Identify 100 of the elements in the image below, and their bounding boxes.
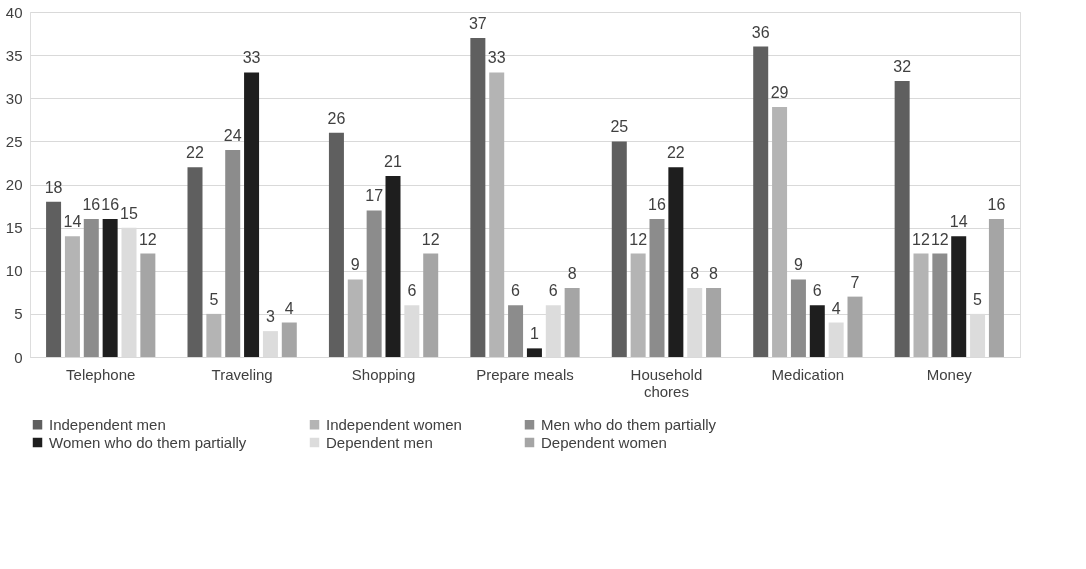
legend-label: Men who do them partially [541, 415, 717, 433]
y-tick-label: 40 [5, 3, 23, 21]
bar [262, 331, 278, 357]
bar [932, 253, 948, 357]
bar [225, 150, 241, 357]
data-label: 14 [949, 213, 968, 231]
x-tick-label: Traveling [211, 365, 273, 383]
bar [140, 253, 156, 357]
data-label: 12 [912, 230, 930, 248]
bar [46, 201, 62, 357]
x-tick-label: Money [926, 365, 973, 383]
data-label: 1 [529, 325, 539, 343]
bar [611, 141, 627, 357]
data-label: 8 [567, 265, 577, 282]
data-label: 16 [101, 196, 120, 213]
y-tick-label: 20 [5, 176, 23, 193]
bar [423, 253, 439, 357]
x-tick-label: Household chores [630, 365, 703, 400]
bar [102, 219, 118, 357]
bar [470, 37, 486, 357]
bar [988, 219, 1004, 357]
bar [649, 219, 665, 357]
data-label: 33 [487, 49, 506, 67]
bar [244, 72, 260, 357]
legend-label: Dependent men [326, 433, 433, 451]
bar [564, 288, 580, 357]
y-tick-label: 10 [5, 262, 23, 280]
legend-label: Independent men [49, 415, 166, 433]
data-label: 21 [384, 152, 402, 170]
bar [83, 219, 99, 357]
bar [187, 167, 203, 357]
y-tick-label: 30 [5, 89, 23, 107]
data-label: 29 [770, 83, 789, 101]
data-label: 6 [548, 282, 558, 300]
bar [281, 322, 297, 357]
data-label: 36 [751, 23, 770, 41]
data-label: 12 [629, 230, 648, 248]
data-label: 12 [930, 230, 949, 248]
legend-label: Women who do them partially [49, 433, 247, 451]
x-tick-label: Medication [771, 365, 845, 383]
bar [489, 72, 505, 357]
bar [913, 253, 929, 357]
data-label: 22 [666, 144, 685, 162]
data-label: 25 [610, 118, 629, 136]
y-tick-label: 15 [5, 219, 23, 237]
x-tick-label: Shopping [351, 365, 416, 383]
legend-label: Dependent women [541, 433, 667, 451]
data-label: 12 [421, 230, 440, 248]
x-tick-label: Prepare meals [476, 365, 574, 383]
data-label: 16 [987, 196, 1006, 213]
bar [753, 46, 769, 357]
data-label: 22 [186, 144, 204, 162]
data-label: 8 [690, 265, 700, 282]
bar [790, 279, 806, 357]
data-label: 16 [82, 196, 101, 213]
data-label: 6 [407, 282, 417, 300]
bar [630, 253, 646, 357]
data-label: 8 [709, 265, 719, 282]
bar [206, 313, 222, 357]
data-label: 26 [327, 109, 346, 127]
bar [772, 106, 788, 357]
x-tick-label: Telephone [66, 365, 136, 383]
bar [328, 132, 344, 357]
data-label: 4 [284, 299, 294, 317]
bar [64, 236, 80, 357]
data-label: 33 [242, 49, 261, 67]
bar [366, 210, 382, 357]
bar [828, 322, 844, 357]
data-label: 37 [468, 14, 487, 32]
data-label: 6 [511, 282, 521, 300]
data-label: 4 [831, 299, 841, 317]
data-label: 5 [973, 290, 983, 308]
y-tick-label: 0 [14, 348, 23, 366]
y-tick-label: 5 [14, 305, 23, 323]
data-label: 15 [120, 204, 138, 222]
data-label: 32 [893, 58, 912, 75]
data-label: 18 [44, 178, 63, 196]
data-label: 9 [350, 256, 360, 274]
data-label: 12 [138, 230, 157, 248]
data-label: 6 [812, 282, 822, 300]
data-label: 16 [648, 196, 666, 213]
data-label: 17 [365, 187, 384, 205]
bar [894, 81, 910, 357]
bar [385, 175, 401, 357]
data-label: 24 [223, 127, 242, 144]
data-label: 7 [850, 273, 860, 291]
bar [809, 305, 825, 357]
data-label: 14 [63, 213, 82, 231]
bar [951, 236, 967, 357]
data-label: 5 [209, 290, 219, 308]
bar [526, 348, 542, 357]
bar [508, 305, 524, 357]
bar [668, 167, 684, 357]
data-label: 9 [793, 256, 803, 274]
data-label: 3 [265, 308, 275, 326]
y-tick-label: 35 [5, 46, 23, 64]
bar [706, 288, 722, 357]
bar [847, 296, 863, 357]
bar [347, 279, 363, 357]
legend-label: Independent women [326, 415, 462, 433]
